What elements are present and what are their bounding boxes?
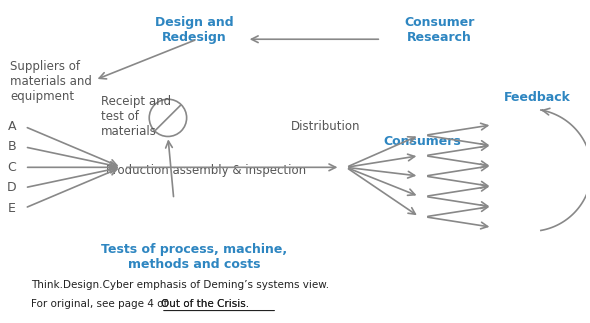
- Text: Think.Design.Cyber emphasis of Deming’s systems view.: Think.Design.Cyber emphasis of Deming’s …: [31, 280, 329, 290]
- Text: C: C: [7, 161, 16, 174]
- Text: Consumers: Consumers: [384, 135, 461, 148]
- Text: A: A: [8, 120, 16, 133]
- Text: Out of the Crisis.: Out of the Crisis.: [161, 299, 249, 309]
- Text: E: E: [8, 202, 16, 214]
- Text: D: D: [6, 181, 16, 194]
- Text: B: B: [7, 141, 16, 153]
- Text: Tests of process, machine,
methods and costs: Tests of process, machine, methods and c…: [101, 243, 287, 271]
- Text: For original, see page 4 of: For original, see page 4 of: [31, 299, 170, 309]
- Text: Receipt and
test of
materials: Receipt and test of materials: [101, 95, 171, 138]
- Text: Consumer
Research: Consumer Research: [405, 16, 475, 44]
- Text: Production assembly & inspection: Production assembly & inspection: [106, 164, 306, 177]
- Text: Suppliers of
materials and
equipment: Suppliers of materials and equipment: [10, 60, 92, 103]
- Text: Design and
Redesign: Design and Redesign: [155, 16, 234, 44]
- Text: Feedback: Feedback: [504, 91, 571, 104]
- Text: Distribution: Distribution: [291, 120, 360, 133]
- Text: Out of the Crisis.: Out of the Crisis.: [161, 299, 249, 309]
